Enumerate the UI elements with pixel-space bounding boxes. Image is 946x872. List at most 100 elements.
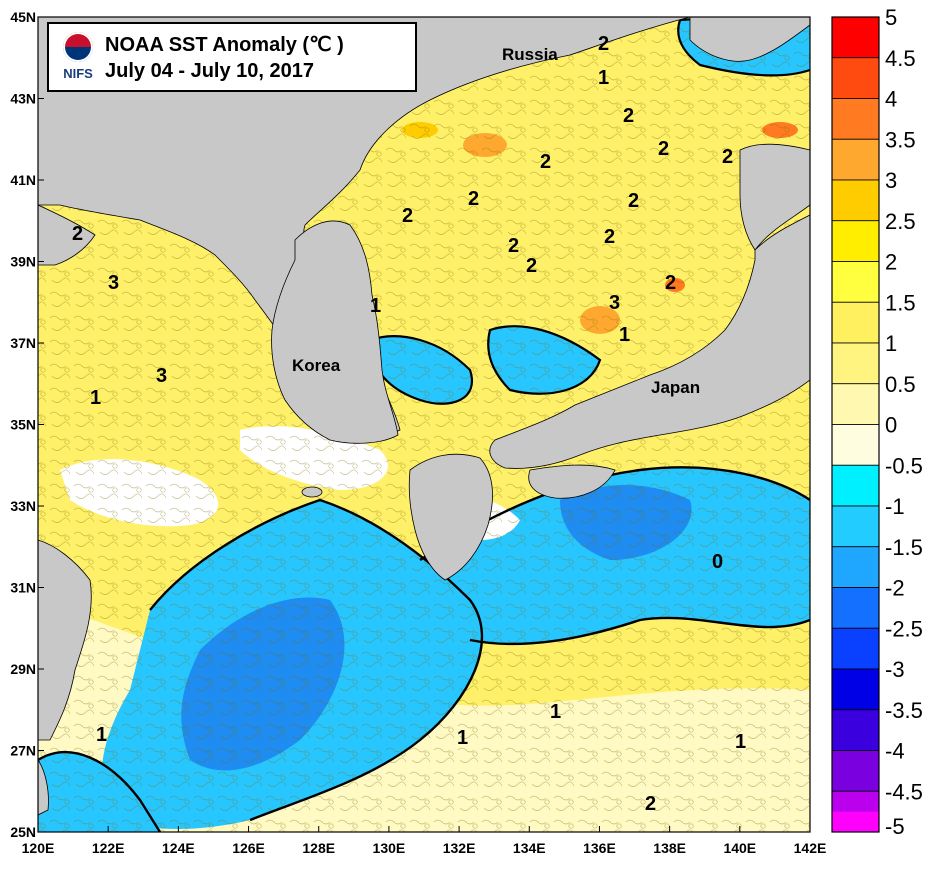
colorbar-label: 1 <box>885 331 897 356</box>
x-tick-label: 120E <box>22 840 55 856</box>
colorbar-swatch <box>831 587 880 629</box>
contour-label: 1 <box>96 724 107 746</box>
x-tick-label: 132E <box>443 840 476 856</box>
y-tick-label: 25N <box>10 824 36 840</box>
colorbar-swatch <box>831 301 880 344</box>
zero-contour <box>38 750 162 832</box>
colorbar-label: 0 <box>885 413 897 438</box>
colorbar-swatch <box>831 138 880 181</box>
y-tick-label: 41N <box>10 172 36 188</box>
contour-label: 2 <box>604 226 615 248</box>
zero-contour <box>149 498 484 822</box>
colorbar-swatch <box>831 57 880 99</box>
contour-label: 2 <box>628 190 639 212</box>
colorbar-label: -3.5 <box>885 698 923 723</box>
colorbar-swatch <box>831 750 880 792</box>
x-tick-label: 136E <box>583 840 616 856</box>
map-date-range: July 04 - July 10, 2017 <box>105 60 315 82</box>
contour-label: 2 <box>468 188 479 210</box>
land-kyushu <box>408 453 493 581</box>
contour-label: 2 <box>526 255 537 277</box>
x-axis: 120E 122E 124E 126E 128E 130E 132E 134E 136E 138E… <box>22 826 827 856</box>
contour-label: 0 <box>712 551 723 573</box>
y-tick-label: 45N <box>10 9 36 25</box>
y-tick-label: 33N <box>10 498 36 514</box>
x-tick-label: 124E <box>162 840 195 856</box>
y-tick-label: 29N <box>10 661 36 677</box>
x-tick-label: 142E <box>794 840 827 856</box>
label-korea: Korea <box>292 356 341 375</box>
contour-label: 1 <box>370 295 381 317</box>
colorbar-swatch <box>831 342 880 385</box>
contour-label: 2 <box>722 146 733 168</box>
colorbar-swatch <box>831 464 880 507</box>
contour-label: 2 <box>72 223 83 245</box>
x-tick-label: 130E <box>373 840 406 856</box>
contour-label: 2 <box>508 235 519 257</box>
colorbar-label: -1 <box>885 494 905 519</box>
colorbar-swatch <box>831 220 880 262</box>
colorbar-label: 4 <box>885 87 897 112</box>
contour-label: 1 <box>598 67 609 89</box>
zero-contour <box>469 616 810 646</box>
colorbar-swatch <box>831 546 880 588</box>
colorbar-label: 3 <box>885 168 897 193</box>
x-tick-label: 138E <box>653 840 686 856</box>
map-field <box>38 17 810 832</box>
colorbar-swatch <box>831 668 880 711</box>
colorbar-swatch <box>831 505 880 548</box>
contour-label: 1 <box>457 727 468 749</box>
land-korea <box>271 220 399 444</box>
contour-label: 1 <box>550 701 561 723</box>
label-japan: Japan <box>651 378 700 397</box>
colorbar-swatch <box>832 811 879 832</box>
land-honshu <box>489 214 810 469</box>
colorbar-label: -3 <box>885 657 905 682</box>
colorbar-swatch <box>831 261 880 303</box>
colorbar-swatch <box>831 179 880 222</box>
colorbar-label: 3.5 <box>885 127 916 152</box>
x-tick-label: 122E <box>92 840 125 856</box>
colorbar-label: -5 <box>885 814 905 839</box>
colorbar-swatch <box>831 709 880 751</box>
colorbar-label: -2.5 <box>885 616 923 641</box>
contour-label: 2 <box>658 138 669 160</box>
land-china-coast <box>38 539 92 741</box>
y-tick-label: 27N <box>10 743 36 759</box>
map-title: NOAA SST Anomaly (℃ ) <box>105 34 344 56</box>
colorbar-swatch <box>831 383 880 425</box>
zero-contour <box>368 335 473 405</box>
nifs-logo: NIFS <box>57 32 99 88</box>
land-hokkaido <box>739 143 810 251</box>
colorbar-label: 2.5 <box>885 209 916 234</box>
x-tick-label: 134E <box>513 840 546 856</box>
land-shikoku <box>528 464 616 499</box>
y-tick-label: 31N <box>10 580 36 596</box>
colorbar-frame <box>831 16 880 833</box>
land-west <box>38 204 96 266</box>
colorbar-label: 0.5 <box>885 372 916 397</box>
logo-text: NIFS <box>63 66 93 81</box>
contour-label: 2 <box>598 33 609 55</box>
land-taiwan <box>38 759 49 816</box>
colorbar: 5 4.5 4 3.5 3 2.5 2 1.5 1 0.5 0 -0.5 -1 -1.5 -2 -2.5 -3 -… <box>831 5 923 839</box>
contour-label: 2 <box>540 151 551 173</box>
label-russia: Russia <box>502 45 558 64</box>
colorbar-label: 2 <box>885 250 897 275</box>
contour-label: 1 <box>735 731 746 753</box>
colorbar-swatch <box>831 98 880 140</box>
contour-label: 1 <box>90 387 101 409</box>
land-jeju <box>301 486 323 498</box>
title-box: NIFS NOAA SST Anomaly (℃ ) July 04 - Jul… <box>47 22 417 92</box>
colorbar-swatch <box>831 424 880 466</box>
y-tick-label: 35N <box>10 417 36 433</box>
colorbar-label: -0.5 <box>885 453 923 478</box>
y-tick-label: 39N <box>10 254 36 270</box>
colorbar-label: 4.5 <box>885 46 916 71</box>
contour-label: 3 <box>156 365 167 387</box>
zero-contour <box>487 325 602 395</box>
contour-label: 2 <box>645 793 656 815</box>
colorbar-label: -4 <box>885 739 905 764</box>
